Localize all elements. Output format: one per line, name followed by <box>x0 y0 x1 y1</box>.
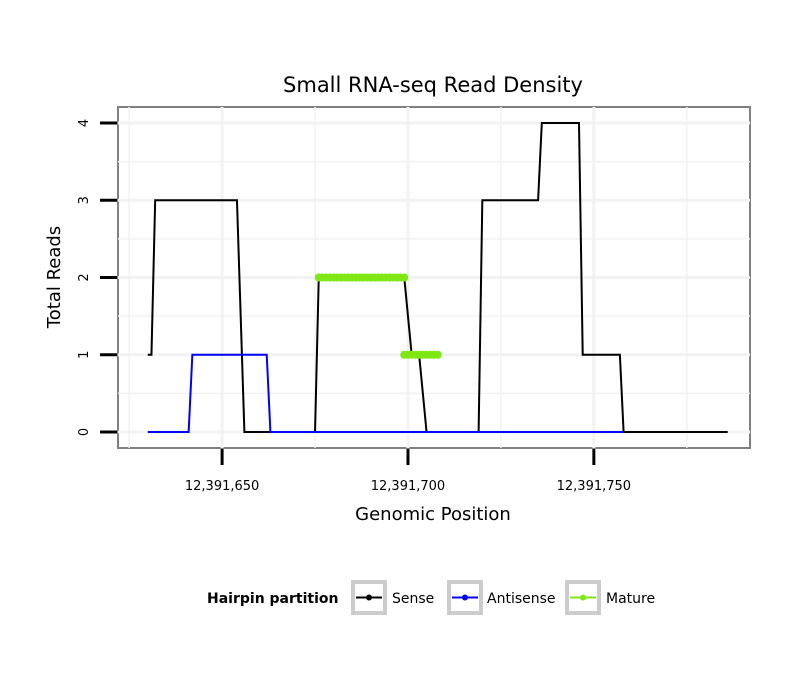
legend-label-sense: Sense <box>392 591 434 607</box>
chart-title: Small RNA-seq Read Density <box>283 73 583 97</box>
legend-label-mature: Mature <box>606 591 655 607</box>
y-tick-label: 2 <box>77 273 92 281</box>
legend: Hairpin partition Sense Antisense Mature <box>207 580 655 615</box>
legend-key-mature-point <box>580 594 586 601</box>
series-mature-point <box>400 273 409 282</box>
y-tick-label: 0 <box>77 428 92 436</box>
y-tick-label: 1 <box>77 351 92 359</box>
axes: 0 1 2 3 4 12,391,650 12,391,700 12,391,750 <box>77 119 631 494</box>
y-tick-label: 3 <box>77 196 92 204</box>
y-tick-label: 4 <box>77 119 92 127</box>
x-tick-label: 12,391,650 <box>185 479 259 494</box>
legend-key-sense-point <box>366 594 372 601</box>
x-tick-label: 12,391,700 <box>371 479 445 494</box>
series-antisense-line <box>147 353 624 433</box>
y-axis-title: Total Reads <box>44 226 65 329</box>
series-sense-line <box>147 122 728 433</box>
legend-title: Hairpin partition <box>207 591 338 607</box>
series-mature-point <box>433 350 442 359</box>
legend-key-antisense-point <box>462 594 468 601</box>
x-tick-label: 12,391,750 <box>557 479 631 494</box>
series-layer <box>147 122 728 433</box>
legend-label-antisense: Antisense <box>487 591 556 607</box>
x-axis-title: Genomic Position <box>355 504 511 525</box>
